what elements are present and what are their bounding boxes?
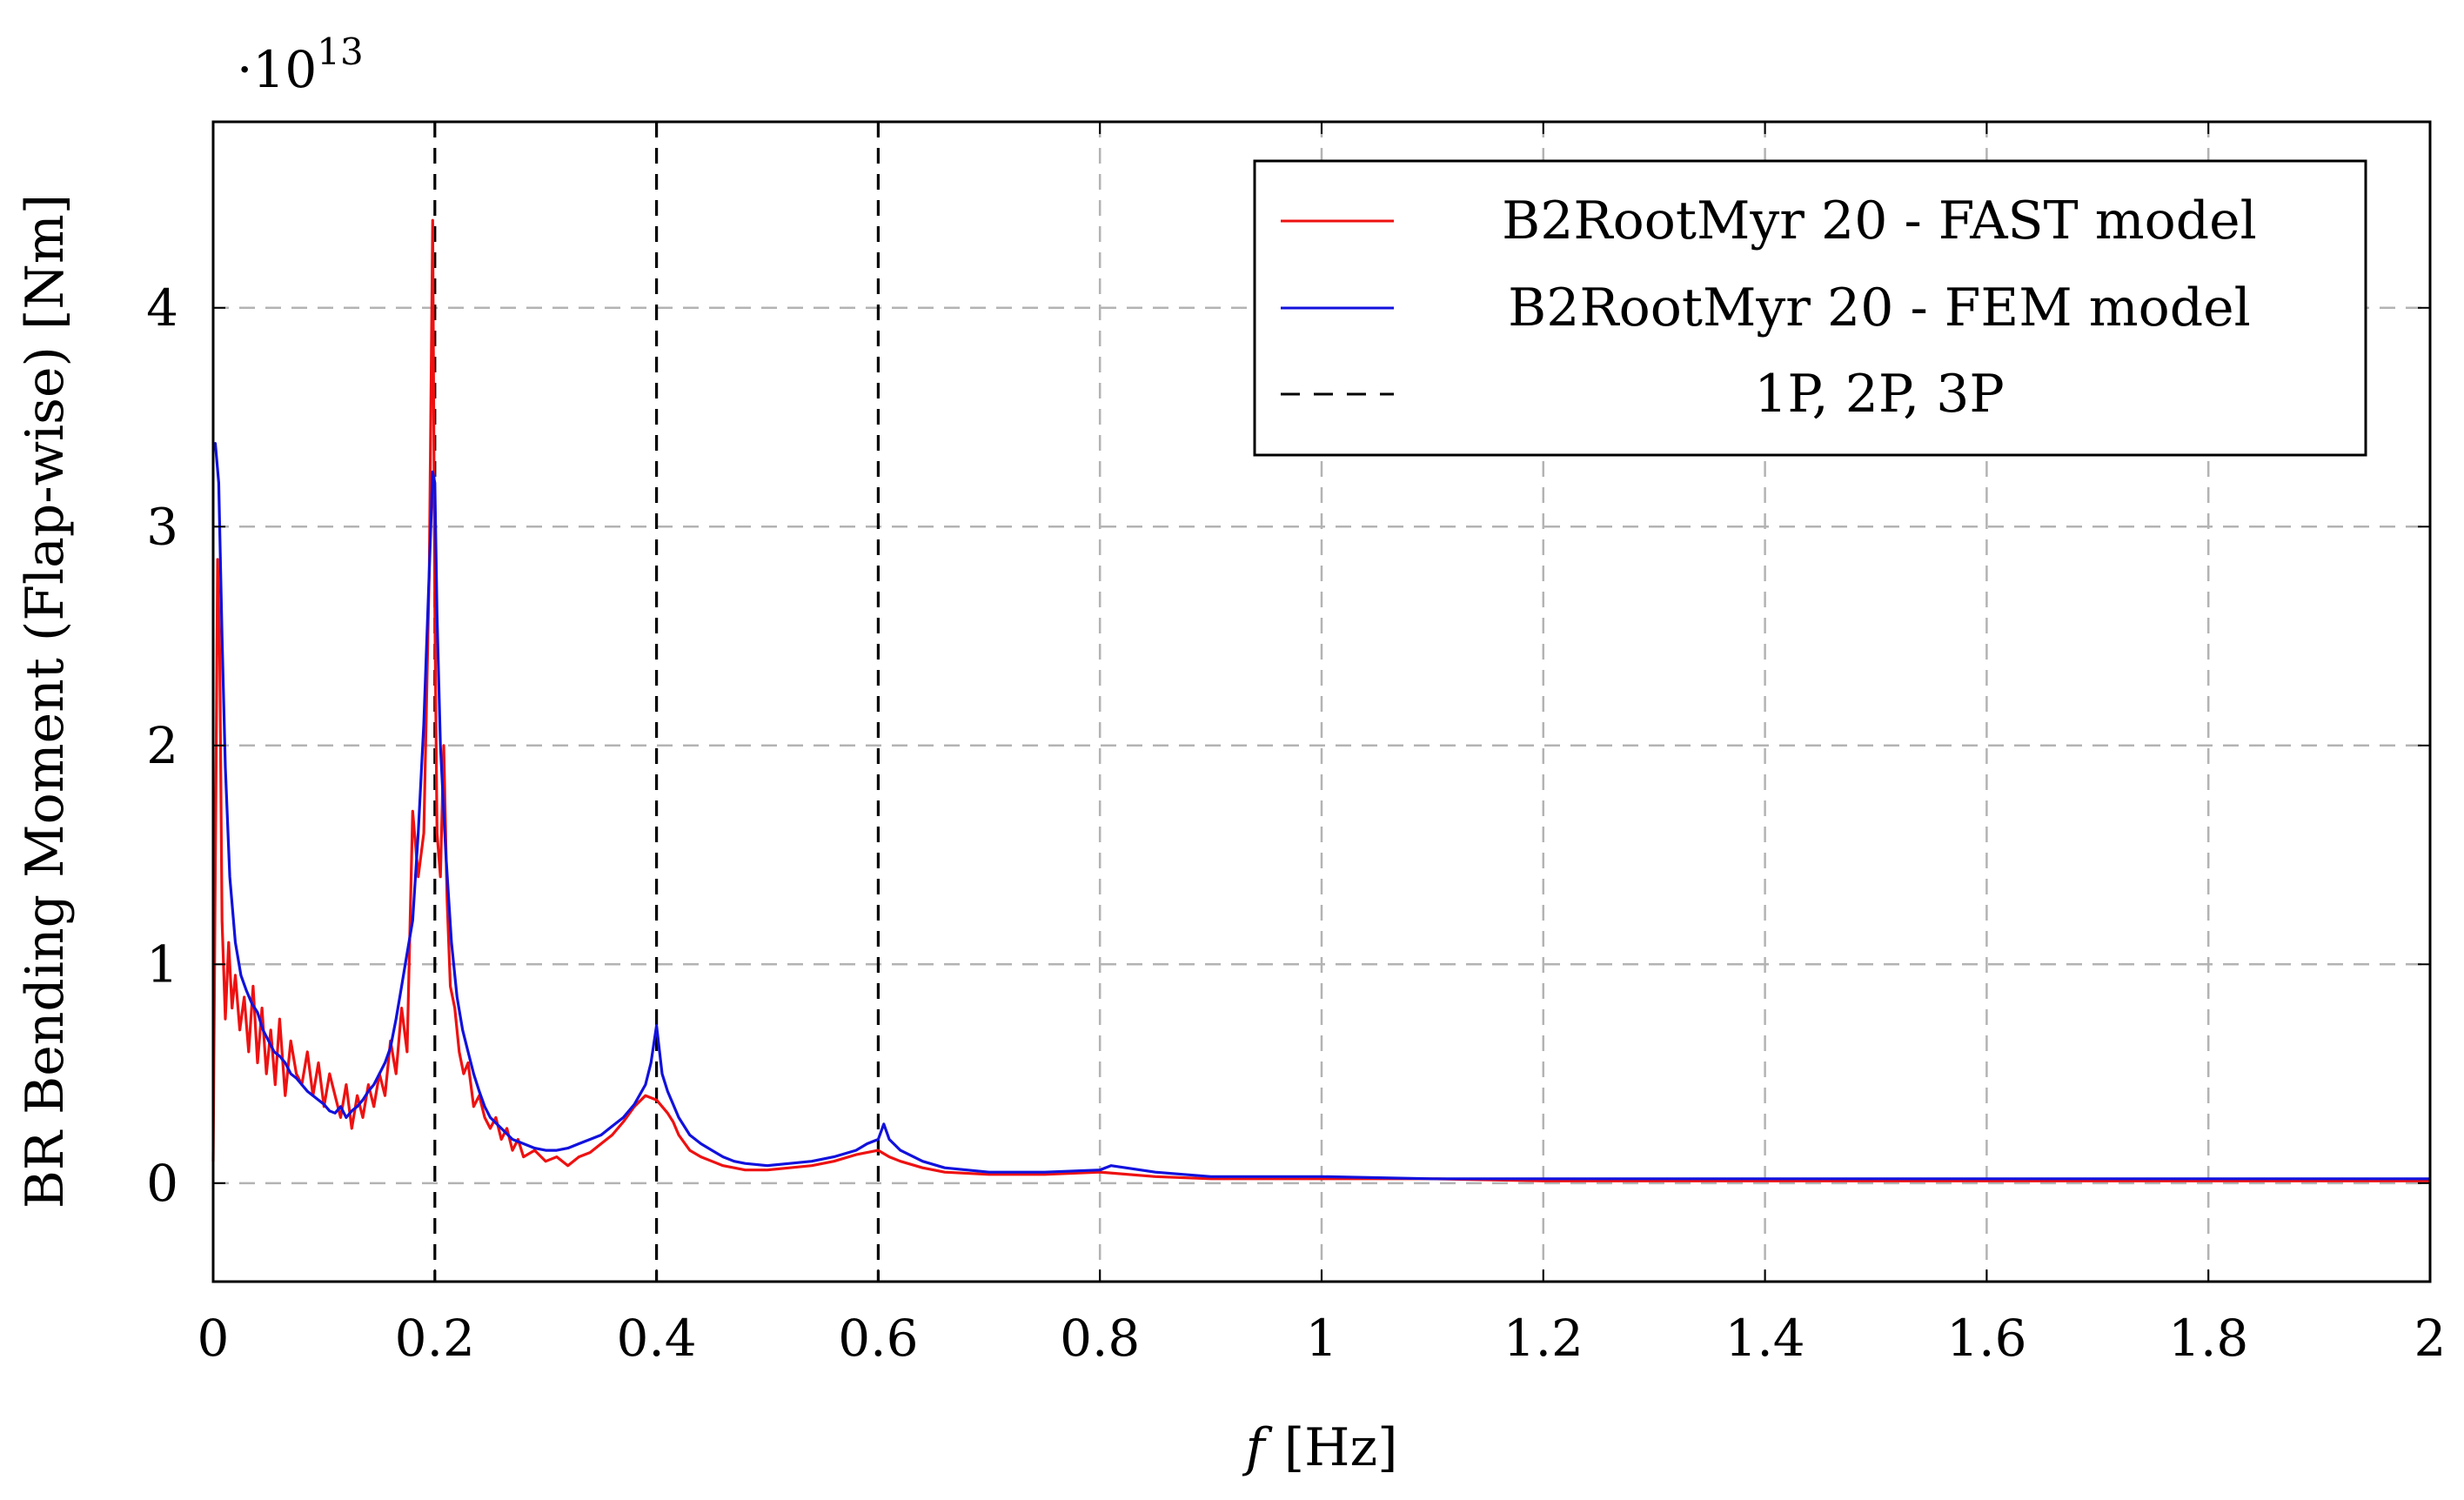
legend-label-fast: B2RootMyr 20 - FAST model [1502,191,2257,251]
y-tick-label: 4 [146,278,178,338]
series-line-fast [211,218,2430,1182]
x-tick-label: 2 [2414,1309,2447,1368]
x-tick-label: 1.2 [1503,1309,1584,1368]
x-axis-label-unit: [Hz] [1284,1417,1398,1478]
x-tick-label: 0 [198,1309,230,1368]
legend: B2RootMyr 20 - FAST model B2RootMyr 20 -… [1253,159,2367,457]
x-tick-label: 0.6 [838,1309,918,1368]
legend-box [1253,159,2367,457]
y-tick-label: 0 [146,1154,178,1213]
legend-label-fem: B2RootMyr 20 - FEM model [1508,278,2251,338]
x-tick-label: 1 [1306,1309,1338,1368]
series-line-fem [211,442,2430,1181]
axis-tick-labels: 0 0.2 0.4 0.6 0.8 1 1.2 1.4 1.6 1.8 2 0 1 2 3 4 [146,278,2446,1368]
y-multiplier-exponent: 13 [317,30,363,73]
x-tick-label: 1.4 [1724,1309,1804,1368]
y-multiplier: ·1013 [237,30,364,99]
axis-ticks [212,122,2431,1282]
y-tick-label: 1 [146,934,178,994]
y-tick-label: 2 [146,716,178,775]
y-axis-label: BR Bending Moment (Flap-wise) [Nm] [15,194,76,1209]
x-tick-label: 0.8 [1060,1309,1140,1368]
x-tick-label: 1.6 [1946,1309,2026,1368]
x-tick-label: 0.2 [395,1309,475,1368]
x-axis-label: f [Hz] [1242,1417,1398,1478]
legend-label-reference: 1P, 2P, 3P [1754,364,2005,425]
x-tick-label: 0.4 [616,1309,696,1368]
series-layer [211,218,2430,1182]
x-tick-label: 1.8 [2168,1309,2248,1368]
y-multiplier-base: ·10 [237,40,317,99]
y-tick-label: 3 [146,497,178,556]
